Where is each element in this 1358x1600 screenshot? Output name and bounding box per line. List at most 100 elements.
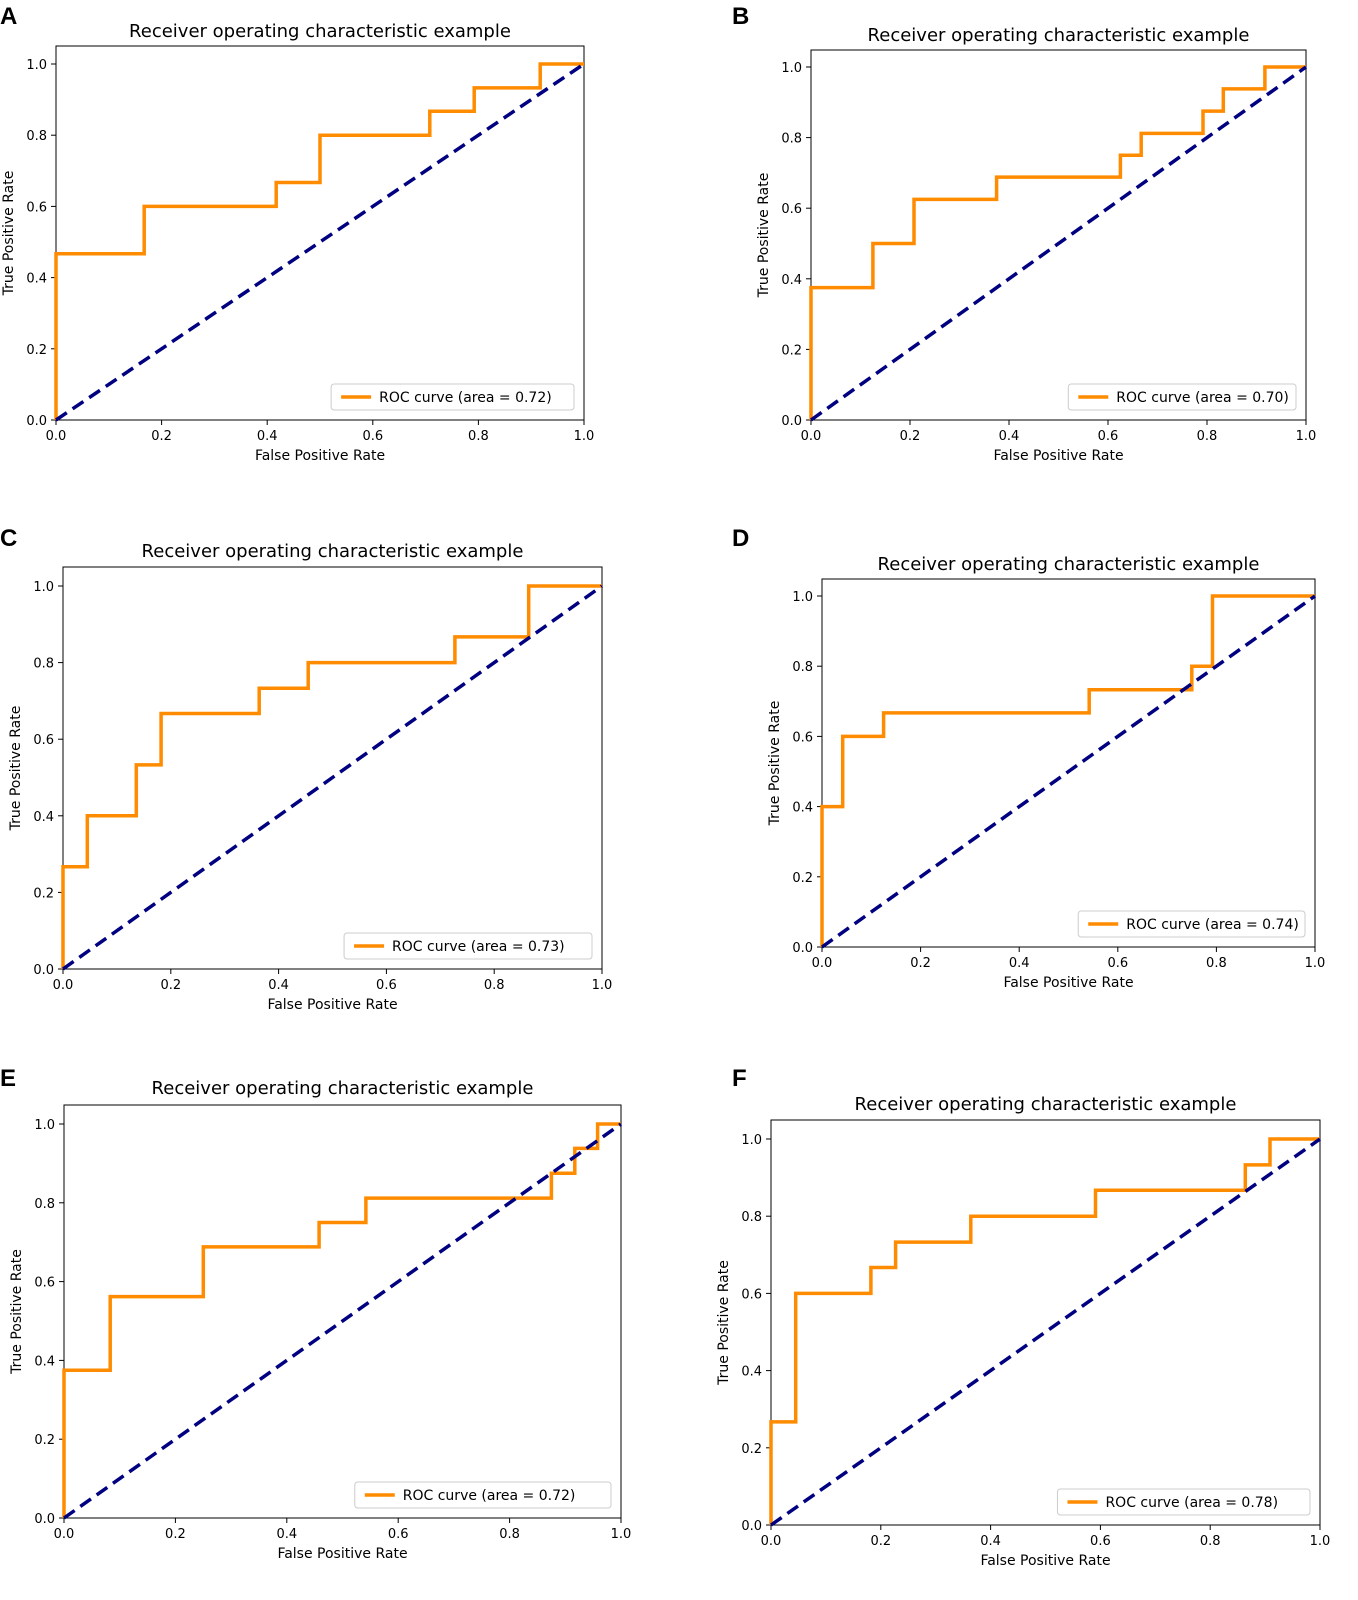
x-axis-label: False Positive Rate (980, 1553, 1110, 1569)
x-tick-label: 0.2 (165, 1527, 186, 1542)
y-tick-label: 0.4 (33, 810, 54, 825)
panel-letter: B (732, 3, 749, 30)
roc-curve-line (62, 1122, 621, 1518)
x-tick-label: 0.4 (999, 429, 1020, 444)
y-tick-label: 0.6 (26, 200, 47, 215)
chart-title: Receiver operating characteristic exampl… (142, 541, 524, 562)
y-tick-label: 0.0 (34, 1512, 55, 1527)
chance-diagonal-line (820, 594, 1317, 949)
x-tick-label: 0.4 (980, 1534, 1001, 1549)
roc-panel-c: C Receiver operating characteristic examp… (0, 525, 612, 1013)
legend-box (1056, 1488, 1311, 1516)
panel-letter: C (0, 525, 17, 552)
x-tick-label: 0.0 (761, 1534, 782, 1549)
y-tick-label: 0.0 (33, 963, 54, 978)
y-tick-label: 0.4 (26, 272, 47, 287)
x-tick-label: 0.8 (484, 978, 505, 993)
y-tick-label: 0.6 (741, 1287, 762, 1302)
x-tick-label: 1.0 (1305, 956, 1326, 971)
y-tick-label: 0.6 (33, 733, 54, 748)
x-axis-label: False Positive Rate (267, 997, 397, 1013)
roc-curve-line (820, 594, 1315, 947)
panel-letter: D (732, 525, 749, 552)
roc-curve-line (809, 65, 1306, 420)
roc-curve-line (769, 1137, 1320, 1525)
x-tick-label: 0.6 (1107, 956, 1128, 971)
panel-letter: A (0, 3, 17, 30)
y-tick-label: 1.0 (33, 580, 54, 595)
plot-frame (55, 45, 585, 421)
y-tick-label: 0.2 (34, 1433, 55, 1448)
plot-frame (63, 1104, 622, 1519)
roc-panel-f: F Receiver operating characteristic examp… (716, 1065, 1330, 1569)
x-tick-label: 0.8 (1197, 429, 1218, 444)
chart-title: Receiver operating characteristic exampl… (855, 1094, 1237, 1115)
legend-box (330, 383, 575, 411)
chart-title: Receiver operating characteristic exampl… (129, 21, 511, 42)
x-tick-label: 0.8 (468, 429, 489, 444)
chance-diagonal-line (809, 65, 1308, 422)
x-tick-label: 0.6 (362, 429, 383, 444)
y-tick-label: 1.0 (741, 1133, 762, 1148)
x-tick-label: 0.4 (276, 1527, 297, 1542)
x-tick-label: 0.4 (1009, 956, 1030, 971)
y-tick-label: 0.0 (792, 941, 813, 956)
chart-title: Receiver operating characteristic exampl… (152, 1078, 534, 1099)
x-axis-label: False Positive Rate (277, 1546, 407, 1562)
y-tick-label: 0.8 (33, 657, 54, 672)
chance-diagonal-line (769, 1137, 1322, 1527)
roc-curve-line (61, 584, 602, 969)
y-tick-label: 0.8 (741, 1210, 762, 1225)
y-tick-label: 0.8 (781, 132, 802, 147)
x-tick-label: 1.0 (592, 978, 613, 993)
legend-label: ROC curve (area = 0.72) (379, 390, 552, 406)
x-tick-label: 1.0 (574, 429, 595, 444)
chance-diagonal-line (62, 1122, 623, 1520)
plot-frame (62, 566, 603, 970)
y-tick-label: 0.4 (34, 1354, 55, 1369)
x-axis-label: False Positive Rate (993, 448, 1123, 464)
y-tick-label: 1.0 (781, 61, 802, 76)
y-tick-label: 0.4 (792, 801, 813, 816)
x-tick-label: 0.6 (1090, 1534, 1111, 1549)
y-tick-label: 1.0 (34, 1118, 55, 1133)
x-tick-label: 0.6 (376, 978, 397, 993)
chart-title: Receiver operating characteristic exampl… (868, 25, 1250, 46)
plot-frame (810, 49, 1307, 421)
y-tick-label: 0.8 (26, 129, 47, 144)
y-tick-label: 0.6 (781, 202, 802, 217)
y-axis-label: True Positive Rate (767, 701, 783, 827)
x-tick-label: 0.2 (160, 978, 181, 993)
x-tick-label: 0.0 (801, 429, 822, 444)
x-axis-label: False Positive Rate (255, 448, 385, 464)
panel-letter: F (732, 1065, 747, 1092)
x-tick-label: 0.8 (499, 1527, 520, 1542)
y-tick-label: 0.2 (741, 1442, 762, 1457)
roc-panel-a: A Receiver operating characteristic examp… (0, 3, 594, 464)
x-tick-label: 0.4 (257, 429, 278, 444)
x-tick-label: 0.0 (812, 956, 833, 971)
y-axis-label: True Positive Rate (8, 706, 24, 832)
x-tick-label: 0.8 (1206, 956, 1227, 971)
chance-diagonal-line (55, 62, 585, 422)
y-tick-label: 0.0 (26, 414, 47, 429)
x-tick-label: 1.0 (1296, 429, 1317, 444)
legend-label: ROC curve (area = 0.72) (403, 1488, 576, 1504)
chance-diagonal-line (61, 584, 604, 971)
y-tick-label: 0.8 (34, 1197, 55, 1212)
x-tick-label: 0.2 (870, 1534, 891, 1549)
y-axis-label: True Positive Rate (9, 1249, 25, 1375)
roc-panel-b: B Receiver operating characteristic examp… (732, 3, 1316, 464)
chart-title: Receiver operating characteristic exampl… (878, 554, 1260, 575)
y-axis-label: True Positive Rate (756, 173, 772, 299)
x-axis-label: False Positive Rate (1003, 975, 1133, 991)
y-tick-label: 0.2 (792, 871, 813, 886)
legend-box (354, 1481, 612, 1509)
y-tick-label: 1.0 (792, 590, 813, 605)
x-tick-label: 0.0 (54, 1527, 75, 1542)
plot-frame (770, 1119, 1321, 1526)
legend-box (343, 932, 593, 960)
roc-panel-e: E Receiver operating characteristic examp… (0, 1065, 631, 1562)
y-axis-label: True Positive Rate (1, 171, 17, 297)
